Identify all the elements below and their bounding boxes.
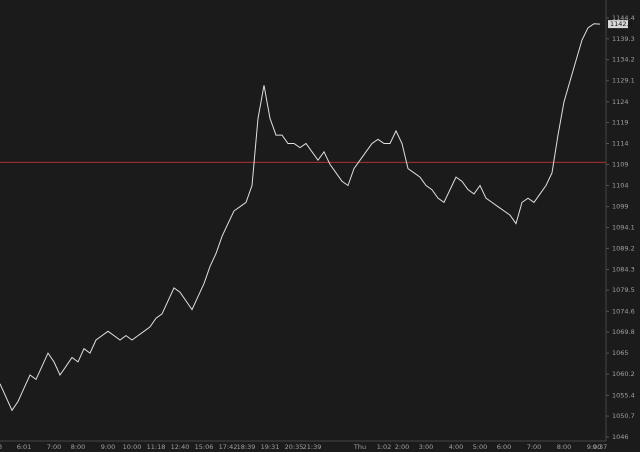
x-tick-label: 15:06	[195, 443, 214, 451]
x-tick-label: 2:00	[395, 443, 410, 451]
x-tick-label: 7:00	[527, 443, 542, 451]
x-tick-label: 17:42	[219, 443, 238, 451]
x-tick-label: 3:00	[419, 443, 434, 451]
y-tick-label: 1084.3	[612, 265, 635, 273]
y-tick-label: 1074.6	[612, 307, 635, 315]
y-tick-label: 1124	[612, 98, 629, 106]
y-tick-label: 1109	[612, 160, 629, 168]
x-tick-label: 12:40	[171, 443, 190, 451]
y-tick-label: 1139.3	[612, 35, 635, 43]
y-tick-label: 1094.1	[612, 223, 635, 231]
x-tick-label: 9:37	[593, 443, 608, 451]
x-tick-label: 9:00	[587, 443, 602, 451]
x-tick-label: 7:00	[47, 443, 62, 451]
x-tick-label: 10:00	[123, 443, 142, 451]
last-price-box	[608, 20, 628, 29]
y-tick-label: 1129.1	[612, 77, 635, 85]
x-tick-label: 1:02	[377, 443, 392, 451]
y-tick-label: 1134.2	[612, 56, 635, 64]
last-price-label: 1142.9	[610, 20, 633, 28]
y-tick-label: 1144.4	[612, 14, 635, 22]
x-tick-label: 3	[0, 443, 2, 451]
price-line	[0, 23, 601, 412]
x-tick-label: 20:35	[285, 443, 304, 451]
y-tick-label: 1114	[612, 139, 629, 147]
x-tick-label: 21:39	[303, 443, 322, 451]
x-tick-label: 9:00	[101, 443, 116, 451]
y-tick-label: 1089.2	[612, 244, 635, 252]
x-tick-label: 11:18	[147, 443, 166, 451]
y-tick-label: 1046	[612, 433, 629, 441]
x-tick-label: 8:00	[557, 443, 572, 451]
y-tick-label: 1060.2	[612, 370, 635, 378]
y-tick-label: 1065	[612, 349, 629, 357]
x-tick-label: 18:39	[237, 443, 256, 451]
x-tick-label: 19:31	[261, 443, 280, 451]
y-tick-label: 1055.4	[612, 391, 635, 399]
x-tick-label: 5:00	[473, 443, 488, 451]
y-tick-label: 1119	[612, 119, 629, 127]
y-tick-label: 1069.8	[612, 328, 635, 336]
x-tick-label: 4:00	[449, 443, 464, 451]
x-tick-label: 6:00	[497, 443, 512, 451]
x-tick-label: Thu	[353, 443, 366, 451]
y-tick-label: 1079.5	[612, 286, 635, 294]
y-tick-label: 1104	[612, 181, 629, 189]
y-tick-label: 1050.7	[612, 412, 635, 420]
x-tick-label: 6:01	[17, 443, 32, 451]
y-tick-label: 1099	[612, 203, 629, 211]
x-tick-label: 8:00	[71, 443, 86, 451]
